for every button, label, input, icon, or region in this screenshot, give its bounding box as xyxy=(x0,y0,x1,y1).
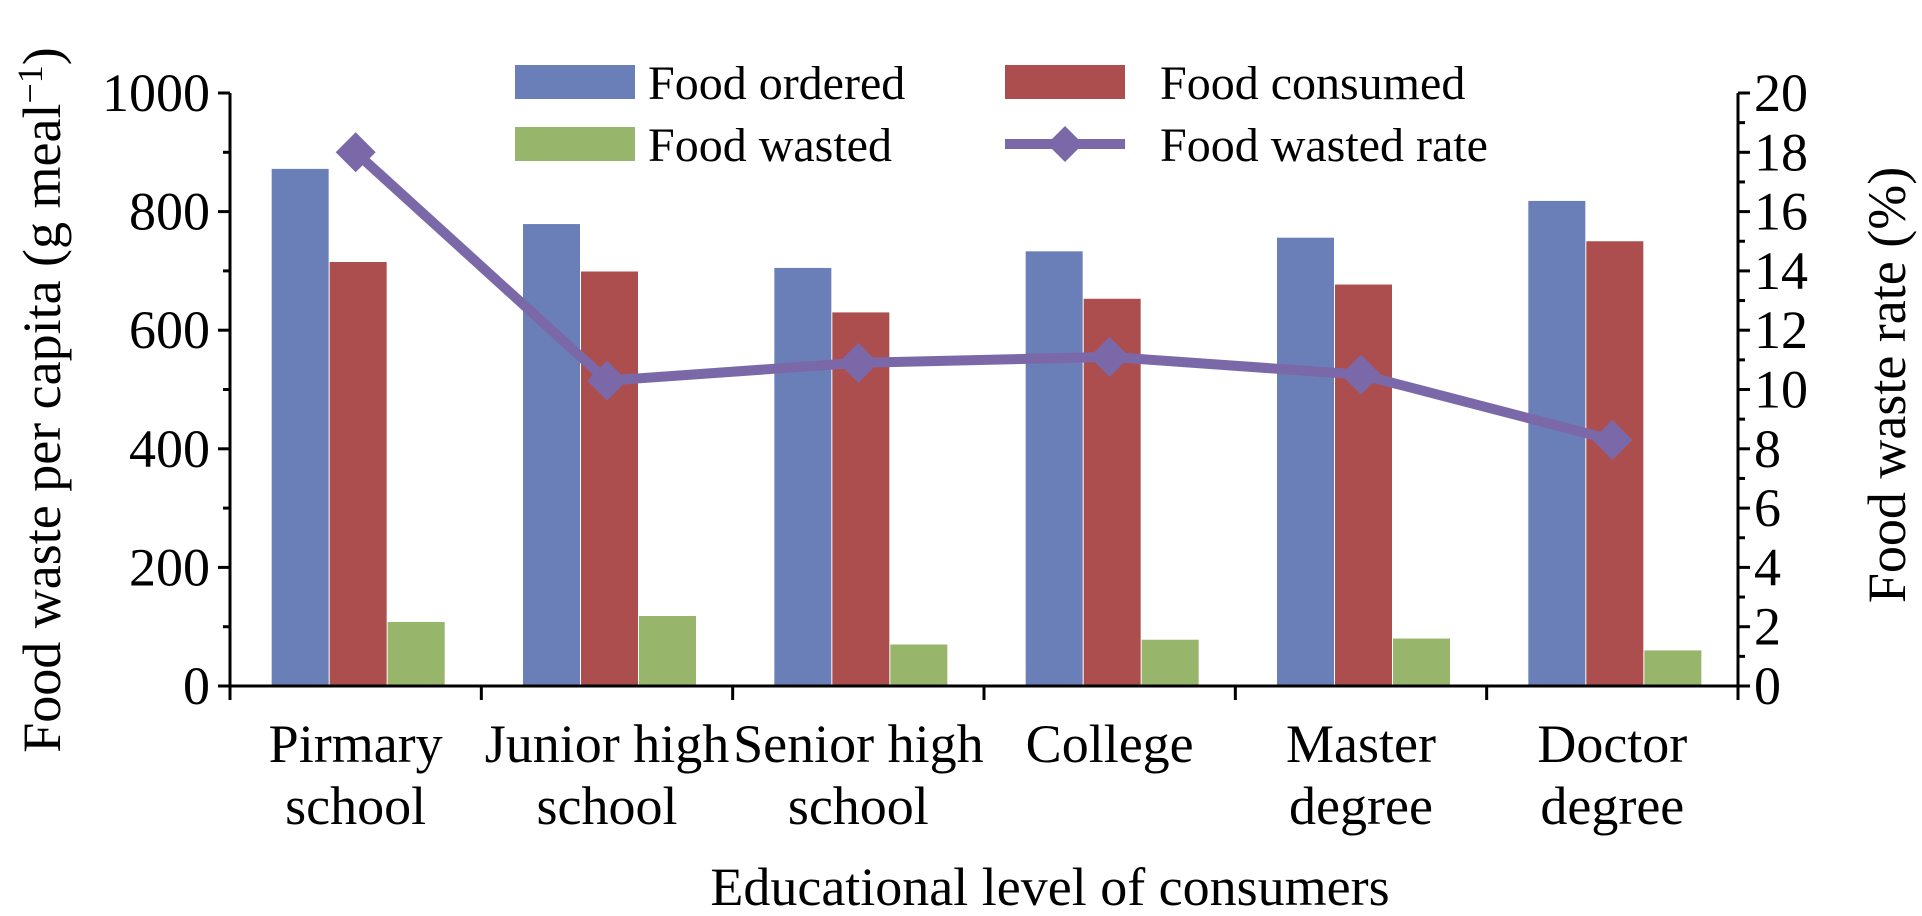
bar-food-wasted xyxy=(639,616,696,686)
x-tick-label-line: Master xyxy=(1286,714,1436,774)
y-axis-title-main: Food waste per capita (g meal xyxy=(12,104,72,753)
y-axis-title-close: ) xyxy=(12,47,72,65)
y-tick-label: 800 xyxy=(129,182,210,242)
y2-axis-title: Food waste rate (%) xyxy=(1857,167,1917,603)
axes-layer: 0200400600800100002468101214161820Pirmar… xyxy=(102,63,1808,836)
x-tick-label-line: school xyxy=(285,776,426,836)
y2-tick-label: 10 xyxy=(1754,360,1808,420)
bar-food-wasted xyxy=(890,644,948,686)
y2-tick-label: 18 xyxy=(1754,122,1808,182)
x-tick-label-line: Doctor xyxy=(1537,714,1687,774)
x-tick-label: Master degree xyxy=(1286,714,1436,836)
line-point-marker xyxy=(1592,419,1633,460)
x-tick-label-line: Senior high xyxy=(733,714,984,774)
line-point-marker xyxy=(587,360,627,401)
line-point-marker xyxy=(1089,336,1130,377)
x-tick-label: College xyxy=(1026,714,1194,774)
x-tick-label: Doctor degree xyxy=(1537,714,1687,836)
legend-swatch-food-ordered xyxy=(515,65,635,99)
y-tick-label: 0 xyxy=(183,656,210,716)
y2-tick-label: 12 xyxy=(1754,300,1808,360)
y2-tick-label: 20 xyxy=(1754,63,1808,123)
line-point-marker xyxy=(838,342,879,383)
y-tick-label: 600 xyxy=(129,300,210,360)
bar-food-ordered xyxy=(1277,237,1334,686)
bar-food-consumed xyxy=(1335,284,1392,686)
x-tick-label-line: degree xyxy=(1289,776,1433,836)
bar-food-ordered xyxy=(1025,251,1083,686)
line-layer xyxy=(335,132,1633,460)
bar-food-wasted xyxy=(1141,639,1199,686)
y2-tick-label: 0 xyxy=(1754,656,1781,716)
bar-food-wasted xyxy=(1393,638,1450,686)
legend: Food ordered Food consumed Food wasted Food… xyxy=(515,57,1488,172)
x-axis-title: Educational level of consumers xyxy=(710,857,1389,916)
bar-food-consumed xyxy=(329,262,387,686)
x-tick-label: Pirmary school xyxy=(269,714,443,836)
x-tick-label: Senior high school xyxy=(733,714,984,836)
y-axis-title-superscript: −1 xyxy=(10,65,50,103)
bar-food-ordered xyxy=(523,224,580,687)
x-tick-label-line: Pirmary xyxy=(269,714,443,774)
legend-label-food-ordered: Food ordered xyxy=(648,57,905,110)
y2-tick-label: 8 xyxy=(1754,419,1781,479)
x-tick-label: Junior high school xyxy=(485,714,730,836)
x-tick-label-line: Junior high xyxy=(485,714,730,774)
y-axis-title: Food waste per capita (g meal−1) xyxy=(10,47,72,753)
y2-tick-label: 6 xyxy=(1754,478,1781,538)
x-tick-label-line: school xyxy=(788,776,929,836)
bar-food-consumed xyxy=(581,271,638,686)
legend-swatch-food-wasted xyxy=(515,127,635,161)
y2-tick-label: 2 xyxy=(1754,597,1781,657)
legend-swatch-food-consumed xyxy=(1005,65,1125,99)
bar-food-wasted xyxy=(1644,650,1702,686)
line-food-wasted-rate xyxy=(352,148,1614,445)
y-tick-label: 400 xyxy=(129,419,210,479)
y2-tick-label: 4 xyxy=(1754,537,1781,597)
legend-label-food-consumed: Food consumed xyxy=(1160,57,1465,110)
bar-food-consumed xyxy=(1586,241,1644,686)
x-tick-label-line: College xyxy=(1026,714,1194,774)
legend-label-food-wasted-rate: Food wasted rate xyxy=(1160,119,1488,172)
y-tick-label: 200 xyxy=(129,537,210,597)
line-point-marker xyxy=(1341,354,1381,395)
x-tick-label-line: school xyxy=(537,776,678,836)
bar-food-ordered xyxy=(774,267,832,686)
bar-food-ordered xyxy=(271,168,329,687)
y2-tick-label: 14 xyxy=(1754,241,1808,301)
x-tick-label-line: degree xyxy=(1540,776,1684,836)
legend-label-food-wasted: Food wasted xyxy=(648,119,892,172)
legend-marker-food-wasted-rate xyxy=(1047,126,1083,162)
y-tick-label: 1000 xyxy=(102,63,210,123)
bar-food-ordered xyxy=(1528,200,1586,686)
line-point-marker xyxy=(335,132,376,173)
y2-tick-label: 16 xyxy=(1754,182,1808,242)
bar-food-wasted xyxy=(387,621,445,686)
bars-layer xyxy=(271,168,1702,687)
